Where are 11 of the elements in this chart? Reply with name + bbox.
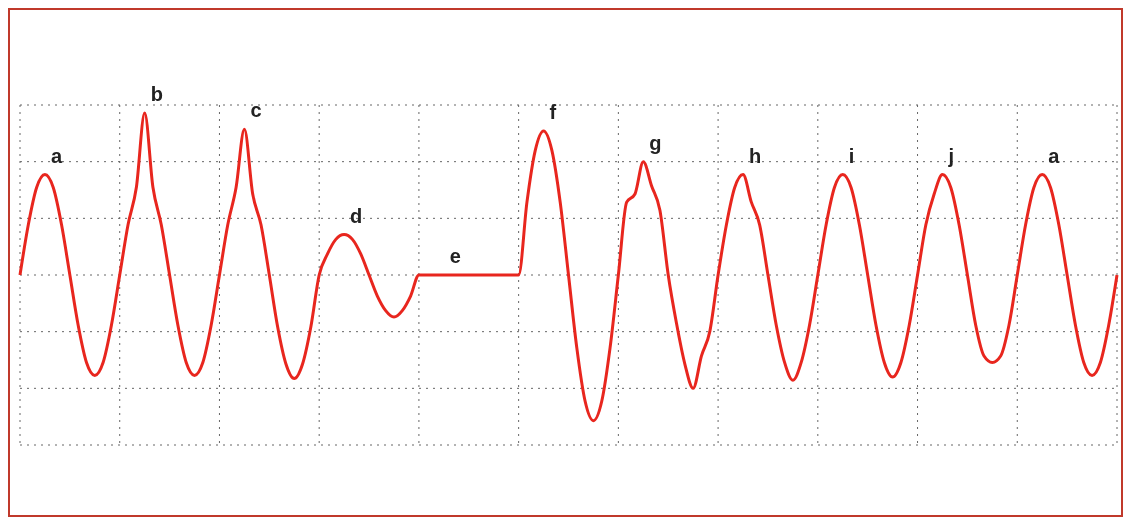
annotation: a [50,144,63,168]
annotation: i [848,144,855,168]
annotation: j [948,144,955,168]
annotation: a [1048,144,1060,168]
text: b [150,83,163,107]
annotation: f [549,100,557,124]
annotation: e [449,245,461,268]
annotation: d [350,204,363,228]
annotation: c [250,99,262,123]
annotation: g [649,131,662,155]
annotation: h [749,144,762,168]
